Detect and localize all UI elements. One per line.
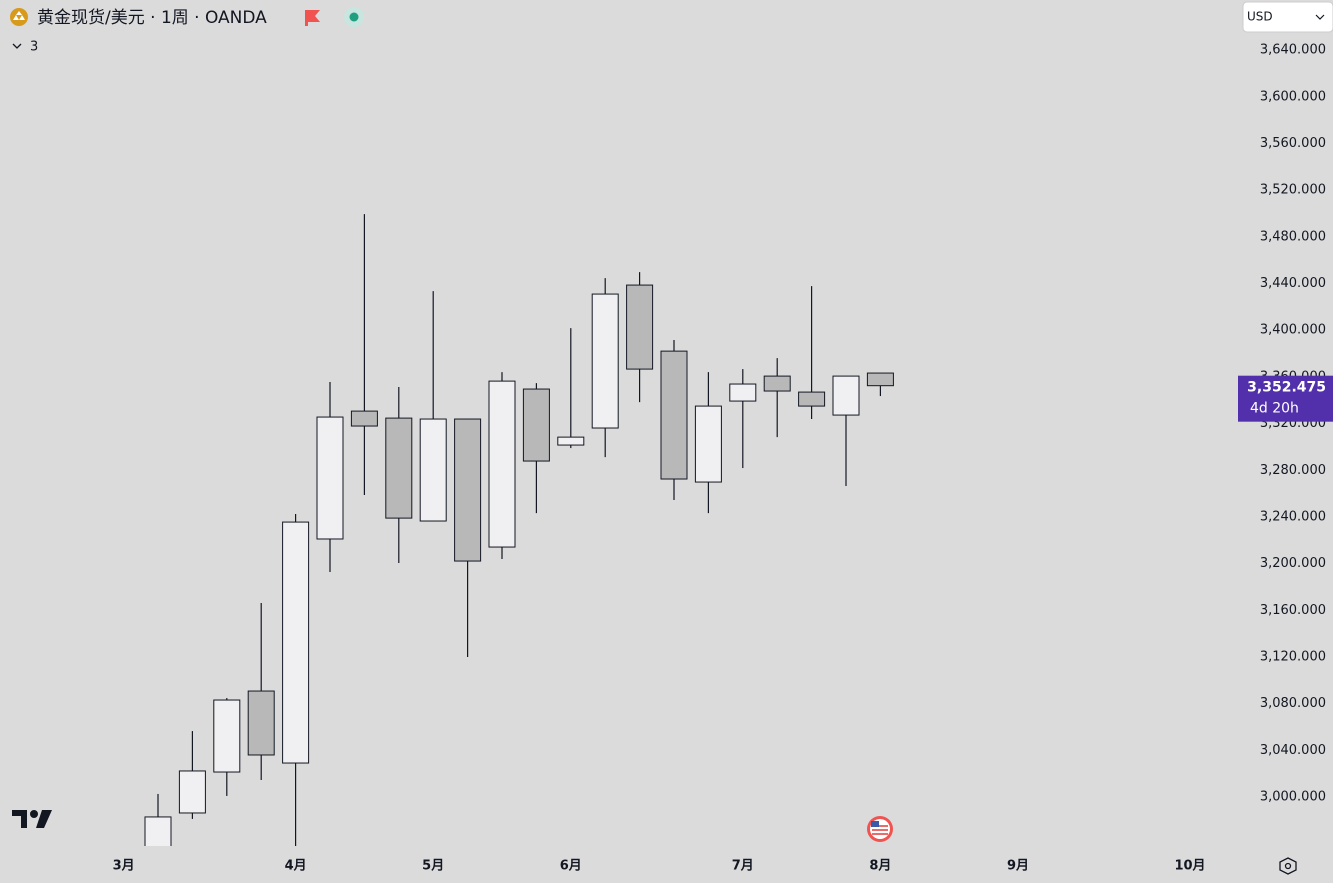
x-tick-label: 6月: [560, 859, 582, 874]
candle-body: [282, 521, 310, 764]
candle-body: [488, 380, 516, 548]
candle-body: [591, 293, 619, 429]
y-tick-label: 3,560.000: [1260, 136, 1326, 151]
settings-icon[interactable]: [1279, 857, 1297, 875]
dropdown-arrow: [1315, 14, 1325, 20]
collapse-icon[interactable]: [12, 43, 22, 49]
candle-body: [247, 690, 275, 756]
y-tick-label: 3,280.000: [1260, 463, 1326, 478]
price-tag-countdown: 4d 20h: [1250, 401, 1299, 417]
flag-icon[interactable]: [305, 10, 320, 26]
y-tick-label: 3,000.000: [1260, 789, 1326, 804]
flag-canton: [871, 821, 879, 827]
candle-body: [316, 416, 344, 540]
y-tick-label: 3,160.000: [1260, 603, 1326, 618]
candle-body: [557, 436, 585, 446]
candle-body: [144, 816, 172, 846]
status-dot: [349, 12, 359, 22]
candle-body: [385, 417, 413, 519]
x-tick-label: 10月: [1174, 859, 1205, 874]
settings-core: [1284, 862, 1292, 870]
y-tick-label: 3,600.000: [1260, 89, 1326, 104]
candle-body: [350, 410, 378, 427]
price-tag: [1238, 375, 1333, 422]
candle-body: [419, 418, 447, 522]
chart-title[interactable]: 黄金现货/美元 · 1周 · OANDA: [37, 8, 267, 28]
y-tick-label: 3,640.000: [1260, 43, 1326, 58]
x-tick-label: 8月: [869, 859, 891, 874]
plot-area: [144, 214, 894, 846]
y-tick-label: 3,440.000: [1260, 276, 1326, 291]
tradingview-logo[interactable]: [12, 810, 52, 828]
currency-select[interactable]: [1242, 1, 1333, 33]
candle-body: [178, 770, 206, 814]
y-tick-label: 3,200.000: [1260, 556, 1326, 571]
candle-body: [798, 391, 826, 407]
x-tick-label: 5月: [422, 859, 444, 874]
candle-body: [763, 375, 791, 392]
y-tick-label: 3,240.000: [1260, 509, 1326, 524]
candle-body: [213, 699, 241, 773]
candle-body: [694, 405, 722, 483]
currency-label[interactable]: USD: [1247, 10, 1273, 24]
gold-bars: [13, 11, 25, 20]
candle-body: [626, 284, 654, 370]
candle-body: [522, 388, 550, 462]
candle-body: [454, 418, 482, 562]
x-tick-label: 3月: [113, 859, 135, 874]
candle-body: [832, 375, 860, 416]
y-tick-label: 3,080.000: [1260, 696, 1326, 711]
y-tick-label: 3,480.000: [1260, 229, 1326, 244]
y-tick-label: 3,400.000: [1260, 323, 1326, 338]
x-tick-label: 9月: [1007, 859, 1029, 874]
x-tick-label: 4月: [285, 859, 307, 874]
candle-body: [866, 372, 894, 387]
symbol-icon[interactable]: [10, 8, 28, 26]
y-tick-label: 3,040.000: [1260, 743, 1326, 758]
x-tick-label: 7月: [732, 859, 754, 874]
candle-body: [660, 350, 688, 480]
candle-body: [729, 383, 757, 402]
indicator-count[interactable]: 3: [30, 40, 38, 55]
y-tick-label: 3,520.000: [1260, 183, 1326, 198]
y-tick-label: 3,120.000: [1260, 649, 1326, 664]
price-tag-value: 3,352.475: [1247, 380, 1326, 396]
